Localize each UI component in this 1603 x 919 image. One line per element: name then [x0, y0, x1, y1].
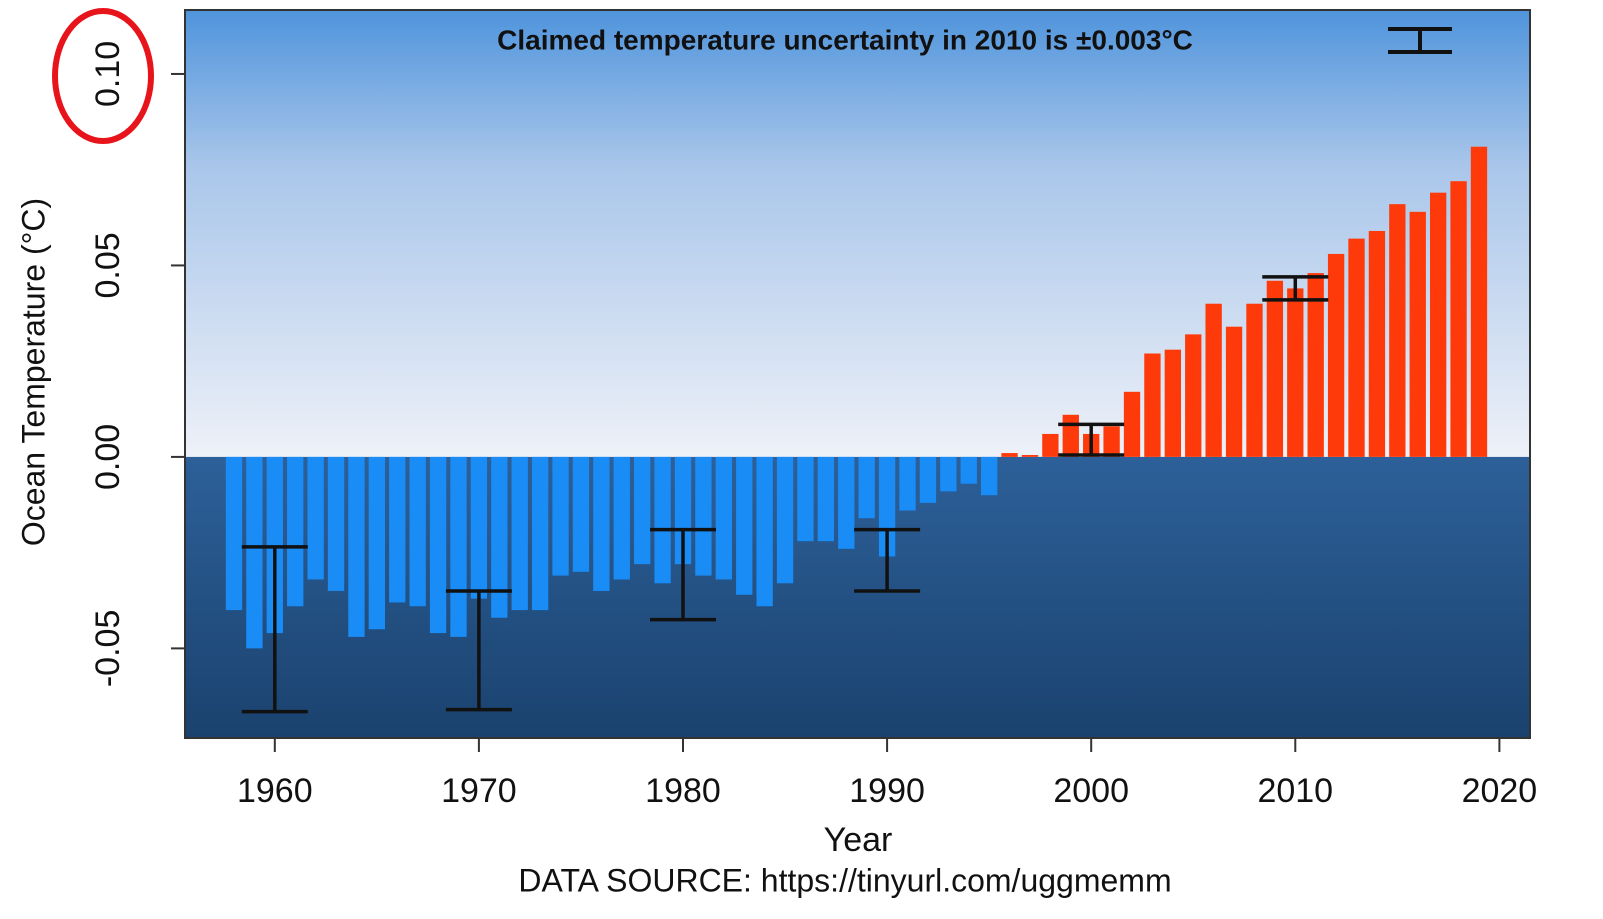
bar	[1287, 288, 1304, 457]
bar	[695, 456, 712, 576]
bar	[1368, 230, 1386, 457]
bar	[266, 456, 283, 634]
sea-background	[185, 456, 1530, 738]
highlight-circle	[52, 8, 154, 144]
bar	[1246, 303, 1263, 457]
bar	[756, 456, 773, 607]
bar	[1123, 391, 1141, 457]
x-tick-label: 1990	[849, 772, 925, 810]
bar	[552, 456, 569, 576]
bar	[1389, 204, 1406, 457]
bar	[919, 456, 937, 503]
bar	[470, 456, 488, 599]
y-tick-label: 0.10	[89, 41, 127, 107]
bar	[327, 456, 345, 591]
x-tick-label: 2020	[1462, 772, 1538, 810]
bar	[225, 456, 243, 611]
bar	[674, 456, 692, 565]
bar	[450, 456, 467, 637]
bar	[593, 456, 610, 591]
bar	[980, 456, 998, 496]
bar	[654, 456, 671, 584]
bar	[1042, 433, 1059, 457]
bar	[491, 456, 508, 618]
bar	[858, 456, 875, 519]
sky-background	[185, 10, 1530, 457]
bar	[246, 456, 263, 649]
error-bar	[445, 589, 512, 712]
bar	[797, 456, 814, 542]
error-bar	[854, 527, 921, 593]
bar	[1409, 211, 1426, 457]
x-tick-label: 1960	[237, 772, 313, 810]
bar	[817, 456, 835, 542]
x-tick-label: 2000	[1053, 772, 1129, 810]
bar	[1062, 414, 1079, 457]
bar	[634, 456, 651, 565]
error-bar	[649, 527, 716, 622]
bar	[960, 456, 977, 484]
bar	[1144, 353, 1161, 457]
bar	[1470, 146, 1488, 457]
bar	[389, 456, 406, 603]
source-note: DATA SOURCE: https://tinyurl.com/uggmemm	[518, 862, 1171, 898]
bar	[1185, 334, 1202, 457]
bar	[878, 456, 896, 557]
x-tick-label: 1970	[441, 772, 517, 810]
error-bar	[1058, 422, 1125, 457]
bar	[838, 456, 855, 549]
x-tick-label: 1980	[645, 772, 721, 810]
bar	[1429, 192, 1447, 457]
plot-frame	[184, 9, 1531, 739]
bar	[1103, 426, 1120, 457]
bar	[572, 456, 590, 572]
bar	[1450, 181, 1467, 457]
y-tick-label: 0.00	[89, 424, 127, 490]
bar	[307, 456, 324, 580]
bar	[287, 456, 304, 607]
bar	[1001, 453, 1018, 457]
error-bar	[241, 545, 308, 714]
y-tick-label: -0.05	[89, 610, 127, 688]
y-axis-label: Ocean Temperature (°C)	[15, 198, 51, 546]
bar	[368, 456, 386, 630]
y-tick-label: 0.05	[89, 232, 127, 298]
bar	[1327, 253, 1345, 457]
x-tick-label: 2010	[1257, 772, 1333, 810]
bar	[1205, 303, 1222, 457]
x-axis-label: Year	[824, 821, 893, 859]
bar	[1225, 326, 1243, 457]
chart-title: Claimed temperature uncertainty in 2010 …	[497, 24, 1193, 55]
bar	[776, 456, 794, 584]
bar	[1307, 273, 1324, 457]
bar	[1348, 238, 1365, 457]
bar	[613, 456, 630, 580]
bar	[940, 456, 957, 492]
bar	[511, 456, 528, 611]
bar	[429, 456, 447, 634]
error-bar	[1262, 275, 1329, 302]
bar	[899, 456, 916, 511]
bar	[1266, 280, 1284, 457]
bar	[409, 456, 426, 607]
bar	[1021, 454, 1039, 457]
bar	[348, 456, 365, 637]
legend-error-bar	[1388, 27, 1452, 54]
bar	[736, 456, 753, 595]
bar	[715, 456, 732, 580]
bar	[1164, 349, 1181, 457]
bar	[531, 456, 549, 611]
